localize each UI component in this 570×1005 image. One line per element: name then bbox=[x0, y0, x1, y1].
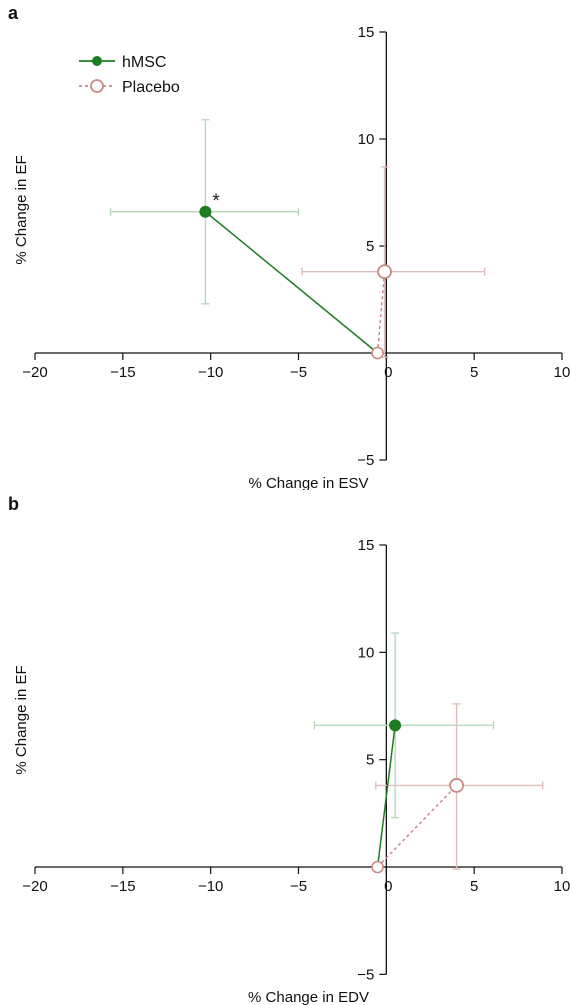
panel-letter-b: b bbox=[8, 494, 19, 514]
x-tick-label: 10 bbox=[554, 364, 570, 381]
y-tick-label: 10 bbox=[358, 131, 375, 148]
hmsc-point bbox=[389, 719, 402, 732]
x-tick-label: 5 bbox=[470, 878, 478, 895]
placebo-point bbox=[377, 264, 392, 280]
y-axis-title: % Change in EF bbox=[13, 155, 30, 264]
x-tick-label: −5 bbox=[290, 364, 307, 381]
x-tick-label: −15 bbox=[110, 878, 135, 895]
panel-letter-a: a bbox=[8, 3, 19, 23]
y-tick-label: 10 bbox=[358, 644, 375, 661]
x-tick-label: −5 bbox=[290, 878, 307, 895]
placebo-series-line bbox=[377, 784, 458, 868]
x-tick-label: −10 bbox=[198, 878, 223, 895]
origin-point bbox=[371, 346, 384, 360]
chart-panel-a: a −20 −15 −10 −5 0 5 10 −5 5 10 15 % Change in ESV%… bbox=[0, 0, 570, 490]
placebo-point bbox=[449, 778, 465, 793]
hmsc-series-line bbox=[376, 725, 396, 868]
legend-hmsc-marker bbox=[92, 56, 102, 66]
y-axis-title: % Change in EF bbox=[13, 665, 30, 774]
hmsc-series-line bbox=[204, 211, 379, 354]
x-axis-title: % Change in ESV bbox=[248, 475, 368, 490]
legend-placebo-marker bbox=[90, 79, 104, 93]
x-tick-label: 0 bbox=[384, 878, 392, 895]
x-tick-label: −20 bbox=[22, 364, 47, 381]
x-tick-label: −20 bbox=[22, 878, 47, 895]
chart-b-svg: −20 −15 −10 −5 0 5 10 −5 5 10 15 % Change in EDV % C… bbox=[13, 537, 570, 1005]
x-tick-label: 0 bbox=[384, 364, 392, 381]
hmsc-point bbox=[199, 205, 212, 218]
significance-annotation: * bbox=[212, 191, 220, 212]
y-tick-label: 15 bbox=[358, 537, 375, 554]
x-tick-label: −15 bbox=[110, 364, 135, 381]
y-tick-label: 5 bbox=[366, 238, 374, 255]
legend-hmsc-label: hMSC bbox=[122, 54, 166, 71]
x-tick-label: 5 bbox=[470, 364, 478, 381]
y-tick-label: 5 bbox=[366, 752, 374, 769]
chart-panel-b: b −20 −15 −10 −5 0 5 10 −5 5 10 15 % Change in EDV%… bbox=[0, 490, 570, 1005]
y-tick-label: −5 bbox=[357, 452, 374, 469]
chart-a-svg: −20 −15 −10 −5 0 5 10 −5 5 10 15 % Change in ESV % C… bbox=[13, 24, 570, 490]
x-tick-label: −10 bbox=[198, 364, 223, 381]
origin-point bbox=[371, 860, 384, 874]
legend-placebo-label: Placebo bbox=[122, 79, 180, 96]
placebo-series-line bbox=[376, 271, 386, 354]
x-axis-title: % Change in EDV bbox=[248, 989, 369, 1005]
x-tick-label: 10 bbox=[554, 878, 570, 895]
y-tick-label: 15 bbox=[358, 24, 375, 41]
y-tick-label: −5 bbox=[357, 966, 374, 983]
